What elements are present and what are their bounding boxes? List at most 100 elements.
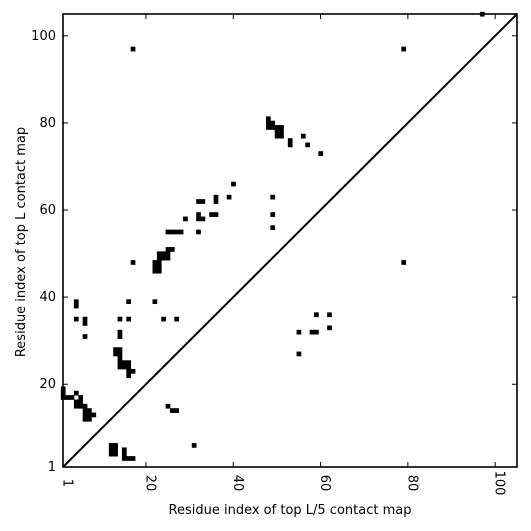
contact-point-upper [178,229,184,235]
contact-point-lower [130,456,136,461]
contact-point-lower [309,329,315,335]
contact-point-upper [169,229,175,235]
contact-point-lower [113,443,118,448]
contact-point-upper [156,264,162,270]
contact-point-upper [117,364,123,370]
x-axis-label: Residue index of top L/5 contact map [169,503,412,518]
contact-point-upper [305,142,311,148]
contact-point-upper [196,229,201,235]
y-tick-label: 60 [39,203,56,218]
contact-point-upper [126,369,132,374]
contact-point-upper [113,351,118,357]
y-tick-label: 40 [39,290,56,305]
contact-point-upper [274,129,280,135]
contact-point-upper [87,412,92,418]
contact-point-upper [69,395,75,400]
contact-point-upper [156,268,162,274]
contact-point-upper [156,251,162,257]
contact-point-upper [78,399,84,405]
contact-point-upper [73,390,79,396]
contact-point-upper [200,216,206,222]
contact-point-lower [108,451,114,457]
contact-point-upper [73,403,79,409]
contact-point-upper [126,364,132,370]
contact-point-lower [296,329,302,335]
contact-point-upper [300,133,306,139]
contact-point-upper [152,264,158,270]
contact-point-upper [279,125,284,130]
contact-point-upper [82,412,88,418]
contact-point-upper [165,247,171,252]
contact-point-upper [401,46,407,52]
y-axis: 1 20 40 60 80 100 [31,29,517,475]
contact-point-upper [213,212,219,217]
y-tick-label: 20 [39,377,56,392]
contact-point-upper [126,373,132,379]
contact-point-lower [314,329,319,335]
diagonal-line [62,13,518,468]
contact-point-upper [117,355,123,361]
contact-point-upper [117,347,123,352]
contact-point-lower [174,408,180,413]
contact-point-upper [117,360,123,366]
contact-point-upper [121,364,127,370]
contact-point-upper [200,199,206,204]
contact-point-upper [161,316,166,322]
contact-point-lower [121,451,127,457]
contact-point-upper [130,369,136,374]
contact-point-upper [73,316,79,322]
contact-point-upper [266,116,271,122]
contact-point-upper [156,260,162,265]
contact-point-lower [113,447,118,453]
y-tick-label: 1 [48,460,56,475]
contact-point-upper [82,416,88,422]
contact-point-upper [156,255,162,261]
contact-point-upper [113,347,118,352]
contact-point-upper [266,125,271,130]
contact-point-upper [117,334,123,339]
contact-point-upper [65,395,70,400]
contact-point-upper [161,251,166,257]
contact-point-upper [270,125,276,130]
contact-point-upper [183,216,188,222]
contact-point-upper [73,299,79,305]
contact-point-upper [126,316,132,322]
contact-point-upper [73,399,79,405]
contact-point-lower [314,312,319,318]
contact-point-upper [266,120,271,126]
contact-point-upper [82,316,88,322]
x-tick-label: 100 [492,471,507,496]
contact-point-lower [327,325,332,331]
contact-point-upper [270,225,276,230]
contact-point-lower [165,403,171,409]
plot-area [60,11,518,468]
contact-point-upper [78,403,84,409]
contact-point-upper [196,199,201,204]
contact-point-upper [161,255,166,261]
contact-point-upper [279,133,284,139]
contact-point-upper [152,268,158,274]
contact-point-upper [209,212,214,217]
x-tick-label: 60 [317,475,332,492]
y-tick-label: 100 [31,29,56,44]
contact-point-upper [287,142,293,148]
contact-point-lower [401,260,407,265]
contact-point-upper [91,412,97,418]
contact-point-upper [82,334,88,339]
plot-border [62,13,518,468]
contact-point-lower [191,443,197,448]
contact-point-lower [108,447,114,453]
contact-point-upper [274,125,280,130]
contact-point-upper [174,229,180,235]
contact-point-upper [130,46,136,52]
contact-point-upper [226,194,232,200]
contact-point-lower [113,451,118,457]
contact-point-upper [78,395,84,400]
x-tick-label: 80 [404,475,419,492]
contact-point-upper [196,216,201,222]
x-tick-label: 20 [142,475,157,492]
x-tick-label: 40 [230,475,245,492]
contact-point-upper [318,151,324,156]
y-tick-label: 80 [39,116,56,131]
